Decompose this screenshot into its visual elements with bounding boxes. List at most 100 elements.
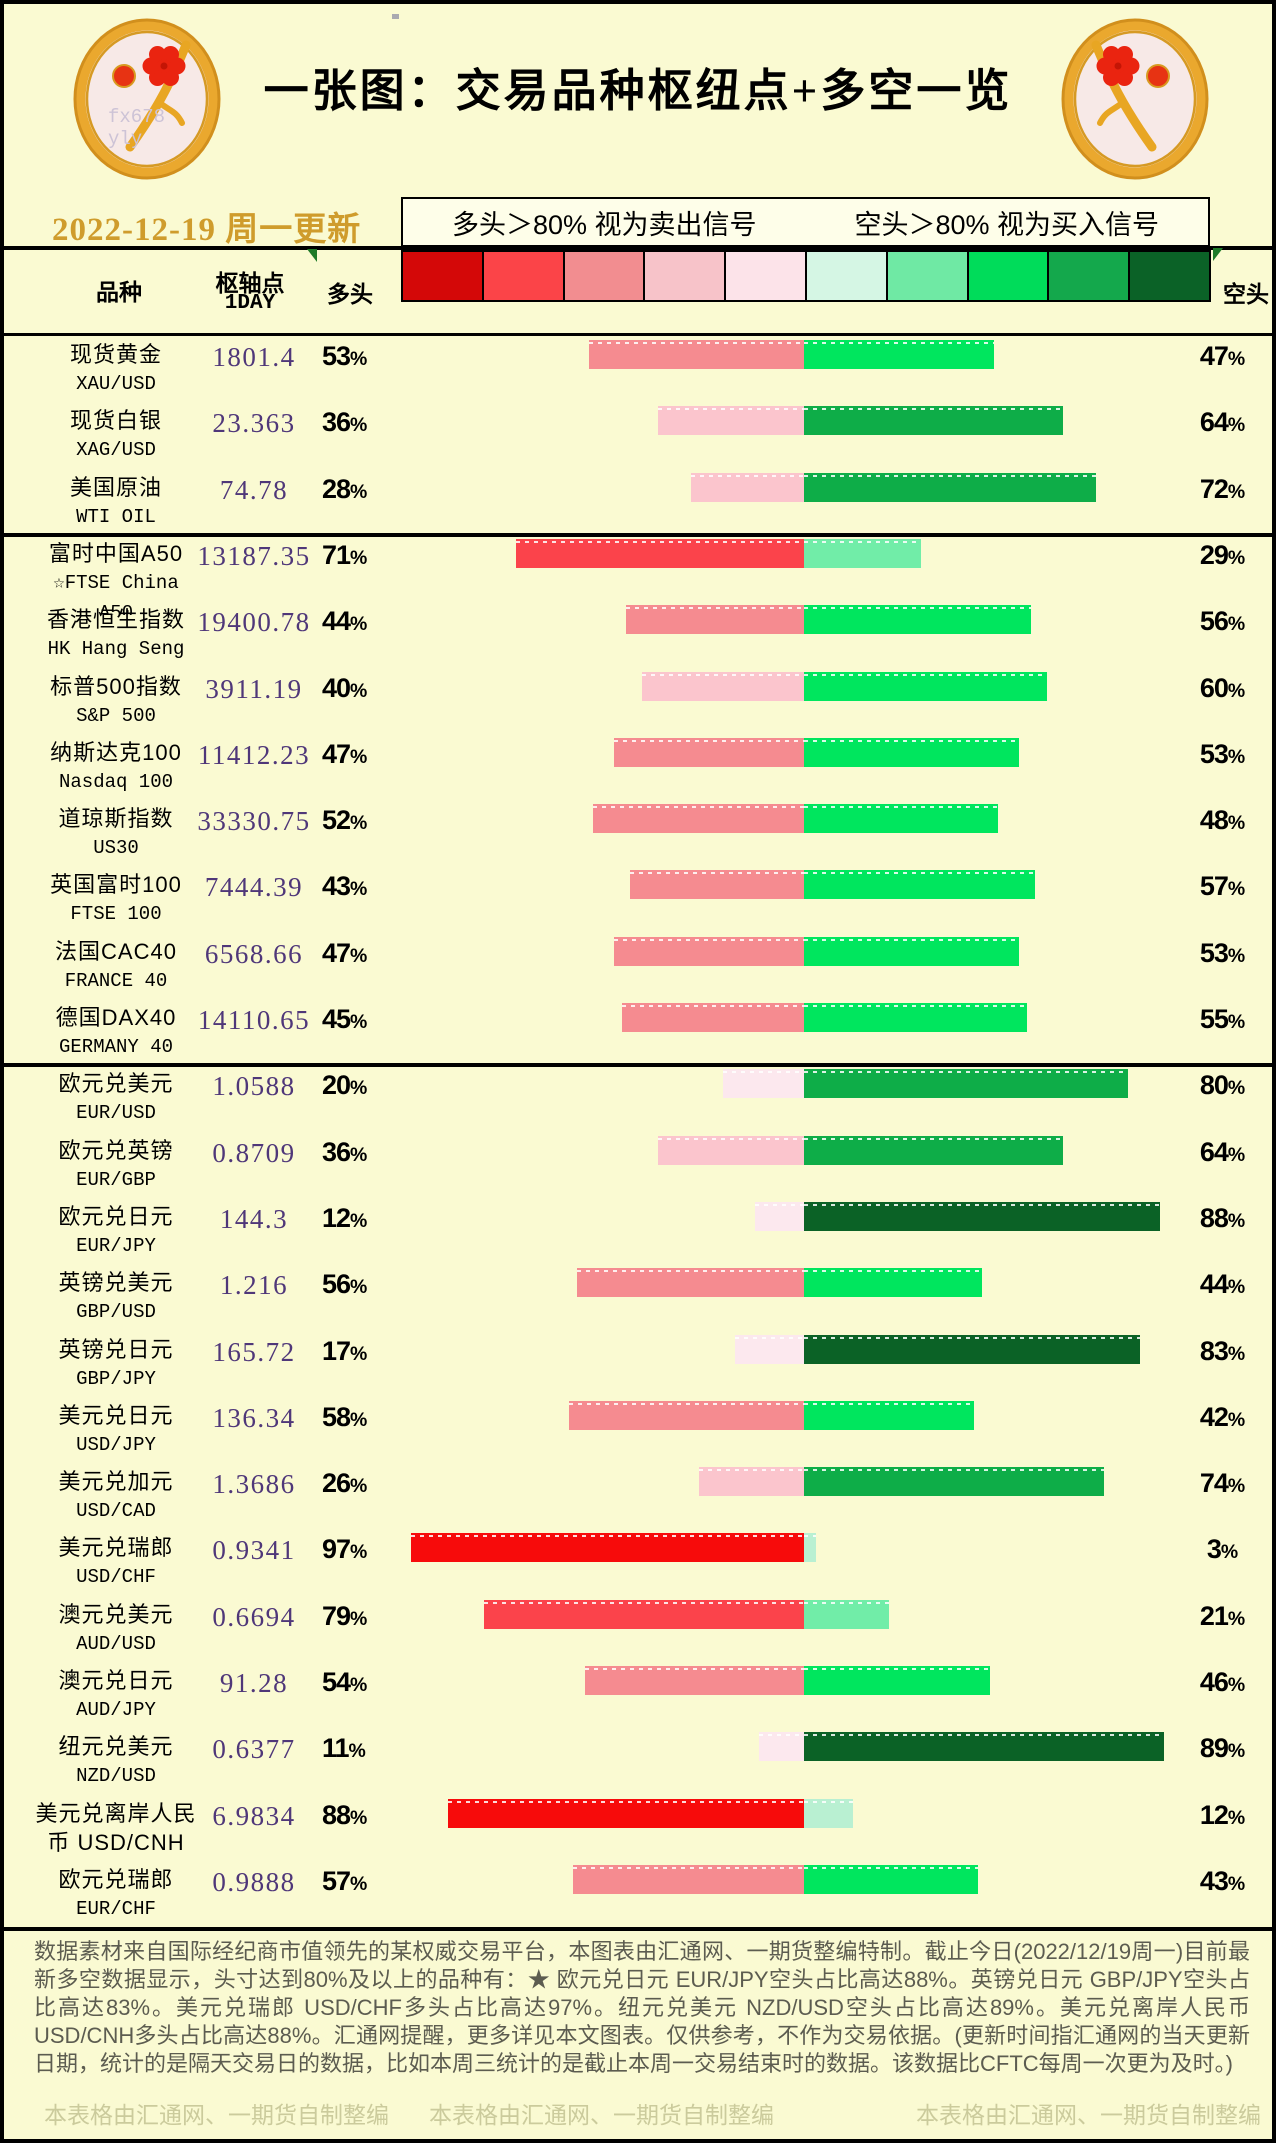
table-row: 美元兑瑞郎 USD/CHF 0.9341 97% 3% <box>4 1529 1272 1596</box>
pivot-value: 1801.4 <box>212 342 296 372</box>
color-scale-strip <box>401 250 1211 302</box>
scale-cell <box>726 252 807 300</box>
long-bar <box>589 340 804 369</box>
instrument-name-line: A50 <box>98 601 134 615</box>
instrument-name-line: EUR/CHF <box>76 1897 156 1920</box>
cell-marker-triangle-left <box>307 249 317 262</box>
signal-legend-box: 多头＞80% 视为卖出信号 空头＞80% 视为买入信号 <box>401 197 1210 247</box>
short-percent: 88% <box>1199 1202 1245 1233</box>
short-bar <box>804 472 1096 502</box>
short-percent: 46% <box>1199 1667 1245 1697</box>
pivot-value: 1.3686 <box>212 1469 296 1500</box>
pivot-value: 11412.23 <box>197 739 311 770</box>
divider-table-bottom <box>4 1927 1272 1932</box>
long-percent: 57% <box>322 1865 367 1896</box>
pivot-value: 6.9834 <box>212 1800 296 1831</box>
instrument-name: 欧元兑美元 EUR/USD <box>26 1069 206 1128</box>
short-percent: 43% <box>1199 1865 1245 1896</box>
instrument-name: 英镑兑日元 GBP/JPY <box>26 1335 206 1394</box>
long-percent: 17% <box>322 1335 367 1366</box>
long-percent: 47% <box>322 937 367 968</box>
instrument-name-line: 澳元兑日元 <box>58 1668 174 1693</box>
short-bar <box>804 936 1019 966</box>
cell-marker-triangle-right <box>1213 248 1223 261</box>
long-percent: 56% <box>322 1269 367 1300</box>
scale-cell <box>1049 252 1131 300</box>
instrument-name-line: 欧元兑瑞郎 <box>58 1866 174 1892</box>
short-bar <box>804 1732 1165 1762</box>
instrument-name: 富时中国A50 ☆FTSE China A50 <box>26 539 206 615</box>
short-bar <box>804 870 1035 900</box>
short-percent: 44% <box>1199 1269 1245 1300</box>
long-bar <box>658 406 804 436</box>
pivot-value: 6568.66 <box>204 938 304 969</box>
short-bar <box>804 1467 1104 1497</box>
table-row: 德国DAX40 GERMANY 40 14110.65 45% 55% <box>4 999 1272 1066</box>
table-row: 澳元兑美元 AUD/USD 0.6694 79% 21% <box>4 1596 1272 1663</box>
scan-artifact-dot <box>392 14 399 19</box>
instrument-name-line: EUR/JPY <box>76 1234 156 1257</box>
short-bar <box>804 1201 1161 1231</box>
table-row: 英镑兑美元 GBP/USD 1.216 56% 44% <box>4 1264 1272 1331</box>
column-header-pivot-1day: 1DAY <box>224 292 276 315</box>
instrument-name: 标普500指数 S&P 500 <box>26 672 206 731</box>
long-bar <box>759 1732 804 1762</box>
table-row: 纽元兑美元 NZD/USD 0.6377 11% 89% <box>4 1728 1272 1795</box>
instrument-name-line: GBP/JPY <box>76 1367 156 1390</box>
short-percent: 64% <box>1199 1136 1245 1167</box>
long-bar <box>698 1467 805 1497</box>
instrument-name: 欧元兑日元 EUR/JPY <box>26 1202 206 1261</box>
short-percent: 60% <box>1199 672 1245 703</box>
long-bar <box>658 1135 804 1165</box>
instrument-name: 英镑兑美元 GBP/USD <box>26 1268 206 1327</box>
short-percent: 47% <box>1199 341 1245 371</box>
column-header-long: 多头 <box>327 281 373 307</box>
pivot-value: 1.0588 <box>212 1071 296 1102</box>
short-bar <box>804 1069 1128 1099</box>
short-percent: 64% <box>1199 407 1245 438</box>
table-row: 现货白银 XAG/USD 23.363 36% 64% <box>4 402 1272 469</box>
instrument-name: 欧元兑瑞郎 EUR/CHF <box>26 1865 206 1924</box>
table-row: 美元兑加元 USD/CAD 1.3686 26% 74% <box>4 1463 1272 1530</box>
pivot-value: 165.72 <box>212 1336 296 1367</box>
long-percent: 20% <box>322 1070 367 1101</box>
instrument-name-line: 英镑兑美元 <box>58 1270 174 1296</box>
short-bar <box>804 1334 1141 1364</box>
instrument-name-line: ☆FTSE China <box>53 571 179 594</box>
instrument-name: 香港恒生指数 HK Hang Seng <box>26 605 206 664</box>
instrument-name-line: 美元兑加元 <box>58 1469 174 1495</box>
group-divider <box>4 532 1272 537</box>
coin-icon <box>1061 18 1209 180</box>
short-percent: 83% <box>1199 1335 1245 1366</box>
table-row: 英镑兑日元 GBP/JPY 165.72 17% 83% <box>4 1331 1272 1398</box>
instrument-name-line: US30 <box>93 837 139 860</box>
long-bar <box>735 1334 804 1364</box>
instrument-name-line: 纳斯达克100 <box>50 739 182 765</box>
scale-cell <box>483 252 565 300</box>
long-percent: 12% <box>322 1202 367 1233</box>
short-percent: 57% <box>1199 871 1245 902</box>
long-bar <box>569 1400 804 1430</box>
short-percent: 53% <box>1199 937 1245 968</box>
long-percent: 11% <box>322 1733 366 1764</box>
scale-cell <box>645 252 727 300</box>
instrument-name-line: FRANCE 40 <box>64 969 168 992</box>
long-percent: 52% <box>322 805 367 836</box>
short-percent: 56% <box>1199 606 1245 637</box>
short-percent: 55% <box>1199 1004 1245 1034</box>
instrument-name-line: 富时中国A50 <box>48 540 184 566</box>
coin-icon: fx678 yly <box>73 18 221 180</box>
legend-long-rule: 多头＞80% 视为卖出信号 <box>451 209 757 240</box>
instrument-name-line: AUD/JPY <box>76 1699 156 1721</box>
instrument-name: 法国CAC40 FRANCE 40 <box>26 937 206 996</box>
page-title: 一张图：交易品种枢纽点+多空一览 <box>263 66 1013 116</box>
long-percent: 36% <box>322 1136 367 1167</box>
instrument-name-line: 欧元兑英镑 <box>58 1137 174 1163</box>
long-percent: 43% <box>322 871 367 902</box>
instrument-name: 英国富时100 FTSE 100 <box>26 870 206 929</box>
source-watermark: 本表格由汇通网、一期货自制整编 <box>44 2102 389 2128</box>
instrument-name: 纽元兑美元 NZD/USD <box>26 1732 206 1791</box>
short-bar <box>804 1268 983 1298</box>
instrument-name: 现货黄金 XAU/USD <box>26 340 206 399</box>
short-bar <box>804 406 1064 436</box>
